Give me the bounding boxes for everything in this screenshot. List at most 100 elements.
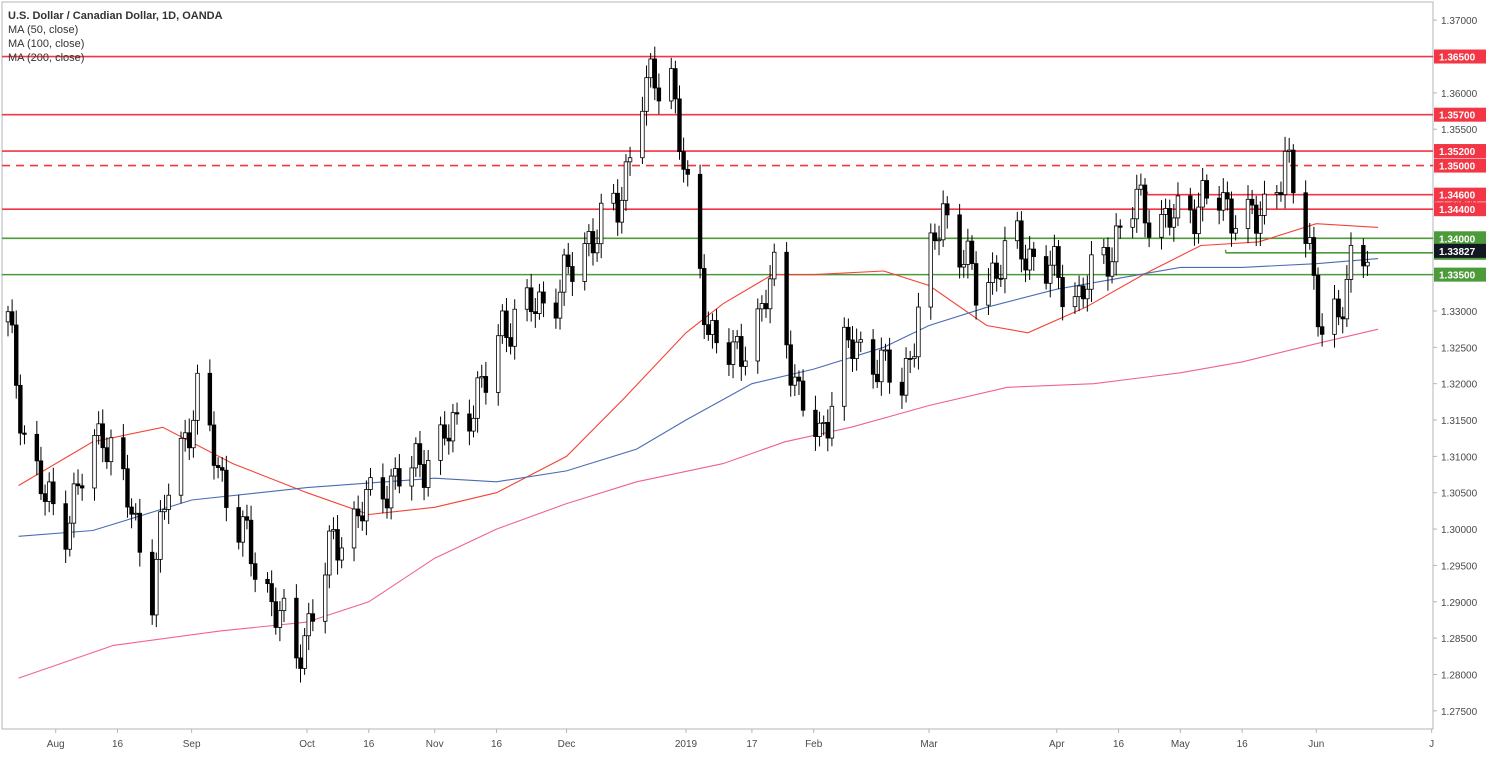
candle-body[interactable] (743, 360, 748, 367)
candle-body[interactable] (945, 203, 950, 216)
candle-body[interactable] (1002, 240, 1008, 280)
candle-body[interactable] (903, 358, 909, 396)
candle-body[interactable] (96, 423, 101, 436)
candle-body[interactable] (702, 268, 707, 326)
candle-body[interactable] (421, 464, 427, 488)
candle-body[interactable] (916, 306, 921, 358)
candle-body[interactable] (528, 287, 534, 313)
candle-body[interactable] (496, 335, 501, 393)
candle-body[interactable] (842, 326, 847, 407)
candle-body[interactable] (1052, 246, 1057, 266)
candle-body[interactable] (854, 341, 859, 359)
candle-body[interactable] (125, 468, 130, 508)
candle-body[interactable] (425, 460, 431, 488)
candle-body[interactable] (413, 443, 419, 469)
candle-body[interactable] (137, 512, 143, 553)
candle-body[interactable] (1311, 237, 1317, 276)
candle-body[interactable] (1229, 198, 1234, 234)
candle-body[interactable] (1060, 277, 1065, 308)
candle-body[interactable] (335, 529, 340, 561)
candle-body[interactable] (1159, 214, 1164, 238)
candle-body[interactable] (850, 339, 855, 359)
candle-body[interactable] (1340, 316, 1345, 320)
candle-body[interactable] (710, 320, 715, 335)
candle-body[interactable] (1336, 298, 1341, 318)
candle-body[interactable] (969, 240, 975, 264)
candle-body[interactable] (734, 336, 740, 343)
candle-body[interactable] (1043, 256, 1049, 284)
candle-body[interactable] (611, 192, 616, 204)
candle-body[interactable] (277, 610, 283, 628)
candle-body[interactable] (821, 422, 826, 424)
candle-body[interactable] (331, 529, 336, 532)
candle-body[interactable] (669, 68, 674, 102)
candle-body[interactable] (870, 339, 876, 375)
candle-body[interactable] (570, 266, 575, 282)
candle-body[interactable] (38, 460, 44, 495)
candle-body[interactable] (380, 477, 386, 500)
candle-body[interactable] (5, 311, 11, 323)
candle-body[interactable] (178, 437, 184, 496)
candle-body[interactable] (500, 310, 505, 337)
candle-body[interactable] (767, 278, 773, 310)
candle-body[interactable] (1171, 217, 1177, 228)
candle-body[interactable] (129, 506, 134, 515)
candle-body[interactable] (640, 110, 645, 159)
candle-body[interactable] (566, 254, 571, 267)
candle-body[interactable] (644, 77, 649, 112)
candle-body[interactable] (677, 98, 682, 153)
candle-body[interactable] (355, 508, 361, 517)
candle-body[interactable] (1344, 278, 1350, 320)
candle-body[interactable] (685, 168, 690, 175)
candle-body[interactable] (788, 344, 793, 386)
candle-body[interactable] (67, 522, 72, 550)
candle-body[interactable] (1249, 198, 1255, 206)
candle-body[interactable] (191, 419, 196, 449)
candle-body[interactable] (244, 516, 250, 521)
candle-body[interactable] (1262, 193, 1267, 216)
candle-body[interactable] (1332, 298, 1337, 335)
candle-body[interactable] (1113, 225, 1119, 263)
candle-body[interactable] (875, 373, 880, 383)
candle-body[interactable] (800, 380, 806, 411)
candle-body[interactable] (1196, 206, 1201, 235)
candle-body[interactable] (236, 507, 241, 543)
candle-body[interactable] (154, 558, 159, 616)
candle-body[interactable] (1134, 188, 1139, 220)
candle-body[interactable] (46, 481, 52, 502)
candle-body[interactable] (108, 437, 114, 463)
candle-body[interactable] (1085, 288, 1090, 300)
candle-body[interactable] (364, 489, 369, 522)
candle-body[interactable] (557, 291, 563, 319)
candle-body[interactable] (524, 287, 530, 310)
candle-body[interactable] (1282, 150, 1288, 196)
candle-body[interactable] (100, 423, 105, 449)
candle-body[interactable] (1175, 195, 1181, 219)
candle-body[interactable] (1105, 247, 1111, 277)
candle-body[interactable] (327, 530, 332, 576)
candle-body[interactable] (1076, 285, 1082, 298)
candle-body[interactable] (211, 424, 217, 466)
candle-body[interactable] (92, 435, 97, 489)
candle-body[interactable] (973, 263, 979, 306)
candle-body[interactable] (784, 251, 789, 346)
candle-body[interactable] (541, 291, 546, 304)
candle-body[interactable] (475, 377, 480, 419)
candle-body[interactable] (1204, 180, 1209, 199)
candle-body[interactable] (627, 157, 633, 163)
candle-body[interactable] (825, 422, 830, 439)
candle-body[interactable] (961, 264, 966, 268)
candle-body[interactable] (471, 417, 476, 432)
candle-body[interactable] (508, 337, 513, 347)
candle-body[interactable] (899, 381, 905, 396)
candle-body[interactable] (1130, 218, 1135, 228)
candle-body[interactable] (384, 498, 390, 509)
candle-body[interactable] (442, 424, 447, 439)
candle-body[interactable] (1278, 192, 1284, 196)
candle-body[interactable] (306, 613, 311, 637)
candle-body[interactable] (615, 192, 620, 223)
candle-body[interactable] (697, 173, 703, 269)
candle-body[interactable] (1307, 237, 1312, 244)
